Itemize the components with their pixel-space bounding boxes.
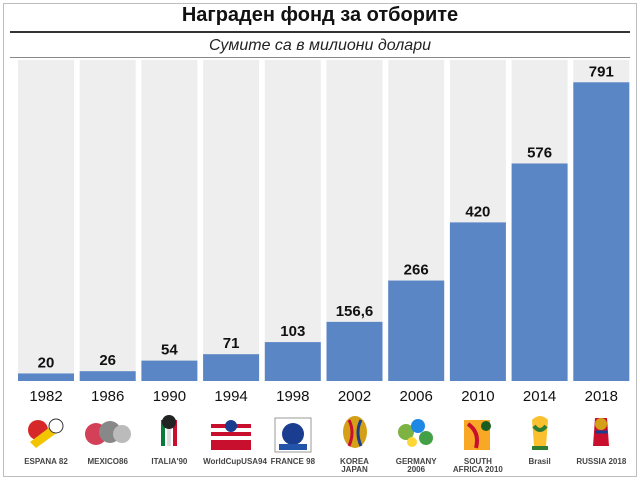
bar-2018	[573, 82, 630, 381]
bar-1990	[141, 360, 198, 381]
tick-label-2018: 2018	[585, 388, 618, 405]
subtitle-divider	[10, 57, 630, 58]
tick-label-2010: 2010	[461, 388, 494, 405]
usa-94-logo: WorldCupUSA94	[203, 412, 267, 474]
tick-label-2002: 2002	[338, 388, 371, 405]
value-label-2002: 156,6	[336, 303, 374, 320]
tick-label-1982: 1982	[29, 388, 62, 405]
value-label-1982: 20	[38, 354, 55, 371]
tick-label-1986: 1986	[91, 388, 124, 405]
value-label-1994: 71	[223, 335, 240, 352]
bar-2010	[449, 222, 506, 381]
bar-2006	[388, 280, 445, 381]
value-label-1990: 54	[161, 342, 178, 359]
logo-caption: SOUTH AFRICA 2010	[452, 457, 503, 474]
logo-caption: WorldCupUSA94	[203, 457, 267, 466]
logo-caption: MEXICO86	[87, 457, 128, 466]
bar-2002	[326, 321, 383, 381]
logo-caption: FRANCE 98	[270, 457, 316, 466]
tick-label-1998: 1998	[276, 388, 309, 405]
bar-background-1990	[141, 60, 198, 381]
bar-chart: 20 1982 26 1986 54 1990 71 1994 103 1998 156,6 2002…	[18, 60, 630, 405]
bar-background-1986	[79, 60, 136, 381]
value-label-1986: 26	[99, 352, 116, 369]
tick-label-1994: 1994	[214, 388, 247, 405]
espana-82-logo: ESPANA 82	[18, 412, 74, 474]
logo-caption: Brasil	[528, 457, 551, 466]
mexico-86-logo: MEXICO86	[80, 412, 136, 474]
korea-japan-2002-logo: KOREA JAPAN	[327, 412, 383, 474]
value-label-1998: 103	[280, 323, 305, 340]
logo-caption: ITALIA'90	[151, 457, 188, 466]
logo-caption: GERMANY 2006	[395, 457, 437, 474]
value-label-2014: 576	[527, 144, 552, 161]
tick-label-1990: 1990	[153, 388, 186, 405]
bar-background-1998	[264, 60, 321, 381]
bar-2014	[511, 163, 568, 381]
bar-1986	[79, 371, 136, 381]
logo-caption: RUSSIA 2018	[576, 457, 627, 466]
bar-1998	[264, 342, 321, 381]
italia-90-logo: ITALIA'90	[141, 412, 197, 474]
title-divider	[10, 31, 630, 33]
france-98-logo: FRANCE 98	[265, 412, 321, 474]
brasil-2014-logo: Brasil	[512, 412, 568, 474]
tick-label-2006: 2006	[400, 388, 433, 405]
logo-caption: KOREA JAPAN	[340, 457, 369, 474]
russia-2018-logo: RUSSIA 2018	[573, 412, 629, 474]
bar-background-1994	[203, 60, 260, 381]
logo-caption: ESPANA 82	[24, 457, 68, 466]
south-africa-2010-logo: SOUTH AFRICA 2010	[450, 412, 506, 474]
chart-subtitle: Сумите са в милиони долари	[209, 37, 431, 54]
value-label-2018: 791	[589, 63, 614, 80]
bar-1982	[18, 373, 74, 381]
bar-background-1982	[18, 60, 74, 381]
value-label-2006: 266	[404, 262, 429, 279]
germany-2006-logo: GERMANY 2006	[388, 412, 444, 474]
chart-title: Награден фонд за отборите	[181, 4, 459, 26]
value-label-2010: 420	[465, 203, 490, 220]
tick-label-2014: 2014	[523, 388, 556, 405]
bar-1994	[203, 354, 260, 381]
